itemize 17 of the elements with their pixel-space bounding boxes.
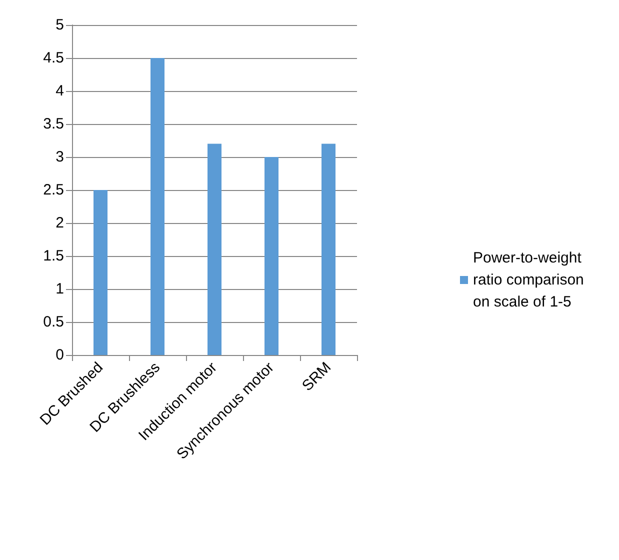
- y-tick-label: 1: [56, 280, 64, 298]
- y-tick-label: 5: [56, 16, 64, 34]
- y-tick-label: 4: [56, 82, 64, 100]
- y-tick-label: 0: [56, 346, 64, 364]
- y-tick-label: 1.5: [43, 248, 64, 264]
- y-tick-label: 2.5: [43, 182, 64, 198]
- y-tick-label: 4.5: [43, 50, 64, 66]
- y-tick-label: 3.5: [43, 116, 64, 132]
- bar: [264, 157, 278, 355]
- legend-label: Power-to-weight ratio comparison on scale of 1-5: [473, 250, 588, 310]
- bar: [94, 190, 108, 355]
- y-tick-label: 3: [56, 148, 64, 166]
- bar: [322, 144, 336, 355]
- y-tick-label: 2: [56, 214, 64, 232]
- y-tick-label: 0.5: [43, 314, 64, 330]
- bar: [150, 58, 164, 355]
- bar: [208, 144, 222, 355]
